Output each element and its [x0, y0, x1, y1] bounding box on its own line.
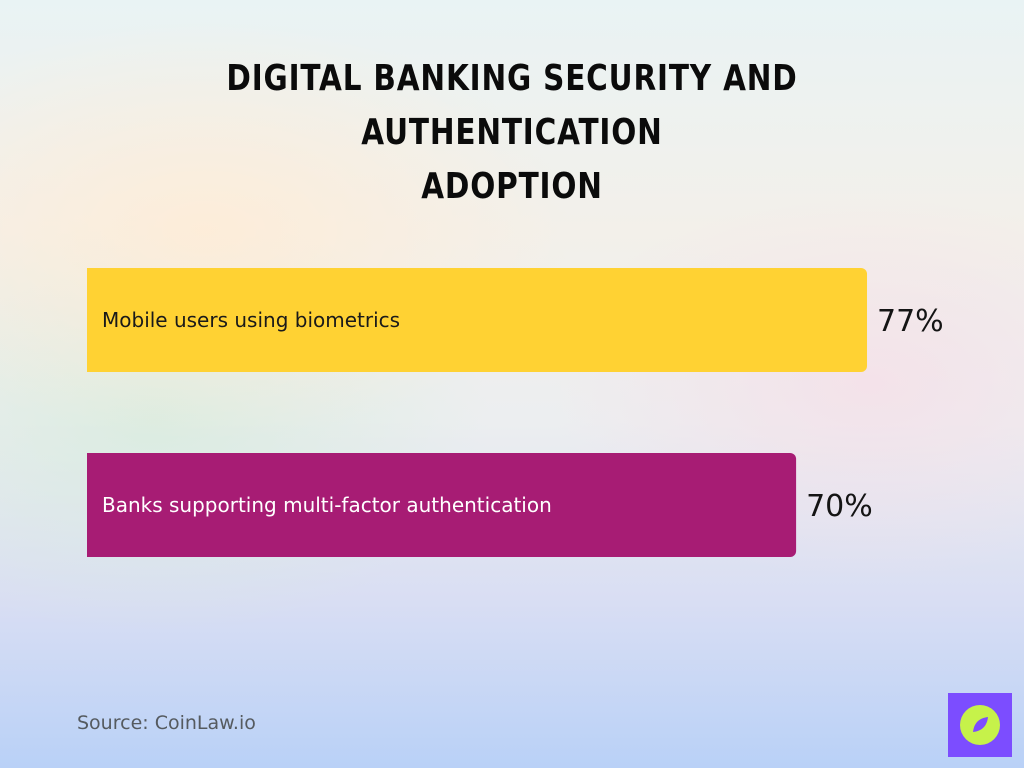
source-note: Source: CoinLaw.io: [77, 712, 256, 734]
category-label-2: Banks supporting multi-factor authentica…: [102, 493, 552, 517]
compass-leaf-icon: [960, 705, 1000, 745]
chart-title: Digital Banking Security and Authenticat…: [92, 52, 932, 214]
chart-title-line-1: Digital Banking Security and Authenticat…: [226, 58, 798, 154]
chart-title-line-2: Adoption: [421, 166, 603, 208]
category-label-1: Mobile users using biometrics: [102, 308, 400, 332]
bar-2-left-edge: [87, 453, 99, 557]
value-label-1: 77%: [877, 304, 944, 339]
bar-1: [87, 268, 868, 372]
bar-1-left-edge: [87, 268, 99, 372]
brand-logo[interactable]: [948, 693, 1012, 757]
bar-2: [87, 453, 797, 557]
value-label-2: 70%: [806, 489, 873, 524]
